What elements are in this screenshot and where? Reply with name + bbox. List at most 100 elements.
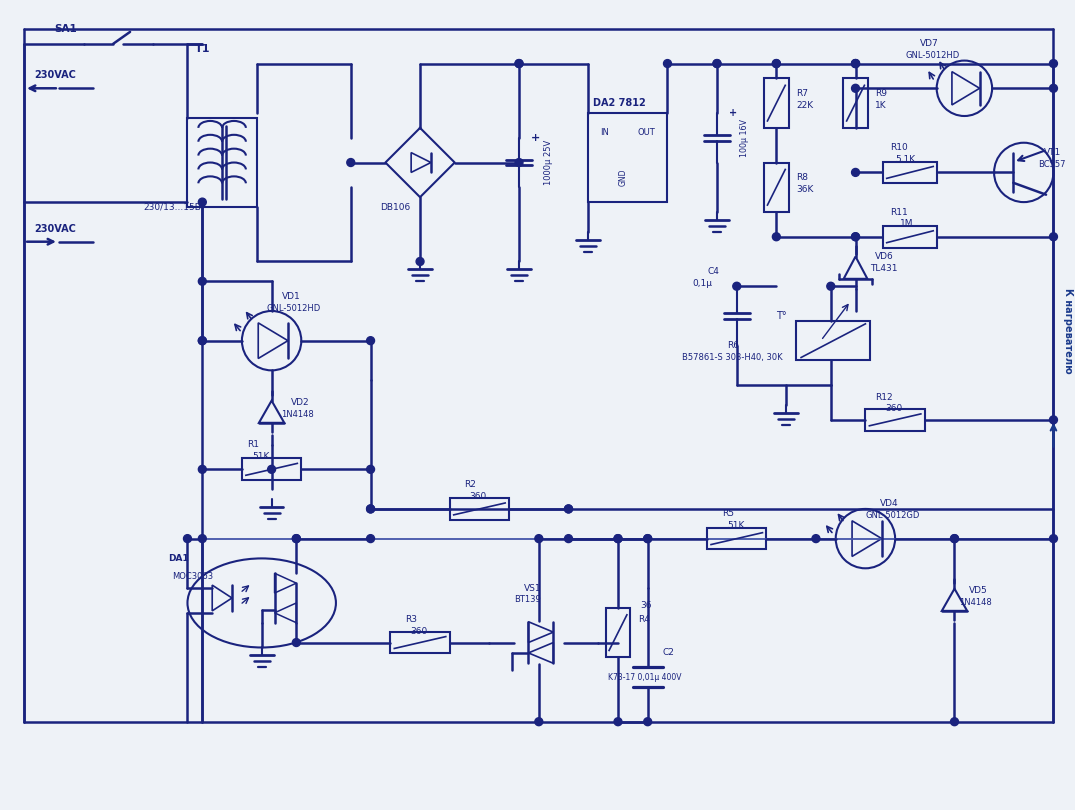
Circle shape [268, 466, 275, 473]
Circle shape [851, 232, 860, 241]
Text: 0,1µ: 0,1µ [692, 279, 713, 288]
Circle shape [199, 277, 206, 285]
Circle shape [199, 337, 206, 344]
Text: 1N4148: 1N4148 [282, 411, 314, 420]
Circle shape [367, 535, 374, 543]
Text: IN: IN [600, 128, 610, 138]
Text: MOC3063: MOC3063 [173, 572, 214, 581]
Text: 5,1K: 5,1K [895, 155, 915, 164]
Circle shape [292, 535, 300, 543]
Circle shape [773, 60, 780, 67]
Circle shape [535, 535, 543, 543]
Circle shape [367, 505, 374, 513]
Circle shape [347, 159, 355, 167]
Text: SA1: SA1 [54, 24, 76, 34]
Circle shape [614, 718, 622, 726]
Circle shape [851, 232, 860, 241]
Circle shape [199, 466, 206, 473]
Text: VD4: VD4 [880, 500, 899, 509]
Text: VD5: VD5 [970, 586, 988, 595]
Text: GNL-5012HD: GNL-5012HD [267, 304, 321, 313]
Circle shape [851, 168, 860, 177]
Text: C2: C2 [662, 648, 674, 657]
Text: +: + [729, 108, 737, 118]
Text: 36: 36 [641, 601, 653, 611]
Text: 360: 360 [411, 627, 428, 636]
Circle shape [1049, 416, 1058, 424]
Circle shape [199, 337, 206, 344]
Circle shape [950, 535, 959, 543]
Circle shape [644, 718, 651, 726]
Text: R2: R2 [464, 480, 476, 488]
Circle shape [1049, 60, 1058, 67]
Circle shape [367, 505, 374, 513]
Circle shape [713, 60, 721, 67]
Text: R7: R7 [797, 89, 808, 98]
Circle shape [644, 535, 651, 543]
Circle shape [851, 60, 860, 67]
Text: R6: R6 [727, 341, 739, 350]
Text: VD2: VD2 [291, 398, 310, 407]
Text: VD6: VD6 [875, 252, 894, 261]
Circle shape [184, 535, 191, 543]
Text: R1: R1 [247, 440, 259, 449]
Text: R9: R9 [875, 89, 887, 98]
Text: R11: R11 [890, 207, 908, 216]
Text: DB106: DB106 [381, 202, 411, 211]
Circle shape [851, 60, 860, 67]
Circle shape [812, 535, 820, 543]
Circle shape [614, 535, 622, 543]
Text: OUT: OUT [637, 128, 656, 138]
Text: GNL-5012GD: GNL-5012GD [865, 511, 920, 520]
Text: +: + [531, 133, 540, 143]
Text: R5: R5 [722, 509, 734, 518]
Circle shape [644, 535, 651, 543]
Circle shape [1049, 232, 1058, 241]
Text: 360: 360 [885, 404, 903, 413]
Circle shape [950, 535, 959, 543]
Circle shape [515, 60, 522, 67]
Circle shape [773, 232, 780, 241]
Text: B57861-S 303-H40, 30K: B57861-S 303-H40, 30K [683, 353, 783, 362]
Circle shape [416, 258, 424, 266]
Text: 230/13...15B: 230/13...15B [143, 202, 201, 211]
Circle shape [367, 337, 374, 344]
Circle shape [827, 282, 835, 290]
Circle shape [713, 60, 721, 67]
Circle shape [564, 535, 573, 543]
Text: VD1: VD1 [282, 292, 300, 301]
Text: VS1: VS1 [524, 583, 542, 593]
Text: 36K: 36K [797, 185, 814, 194]
Circle shape [292, 638, 300, 646]
Circle shape [773, 60, 780, 67]
Text: 1M: 1M [900, 220, 914, 228]
Text: К нагревателю: К нагревателю [1063, 288, 1073, 373]
Text: 51K: 51K [252, 452, 269, 461]
Circle shape [292, 535, 300, 543]
Text: R3: R3 [405, 616, 417, 625]
Circle shape [515, 159, 522, 167]
Text: GND: GND [618, 168, 628, 186]
Circle shape [614, 535, 622, 543]
Text: DA2 7812: DA2 7812 [593, 98, 646, 109]
Circle shape [851, 84, 860, 92]
Text: 360: 360 [470, 492, 487, 501]
Text: 51K: 51K [727, 522, 744, 531]
Circle shape [199, 535, 206, 543]
Text: 1K: 1K [875, 100, 887, 109]
Circle shape [515, 60, 522, 67]
Text: 230VAC: 230VAC [34, 224, 76, 234]
Circle shape [1049, 535, 1058, 543]
Text: 1N4148: 1N4148 [960, 599, 992, 608]
Circle shape [733, 282, 741, 290]
Text: K73-17 0,01µ 400V: K73-17 0,01µ 400V [608, 672, 682, 682]
Text: BT139: BT139 [514, 595, 541, 604]
Text: VD7: VD7 [920, 39, 938, 49]
Text: 100µ 16V: 100µ 16V [741, 119, 749, 157]
Circle shape [564, 505, 573, 513]
Text: R4: R4 [637, 616, 649, 625]
Text: TL431: TL431 [871, 264, 898, 273]
Circle shape [950, 718, 959, 726]
Text: R8: R8 [797, 173, 808, 182]
Text: GNL-5012HD: GNL-5012HD [905, 51, 959, 60]
